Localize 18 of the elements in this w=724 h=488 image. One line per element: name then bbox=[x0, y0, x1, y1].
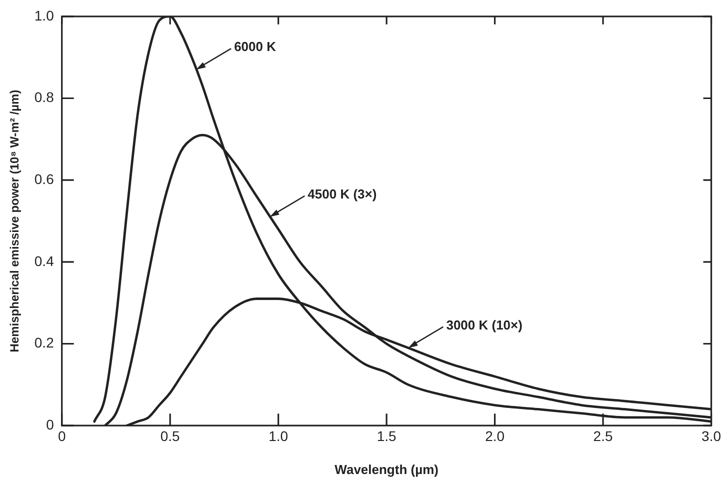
y-tick-label: 0.4 bbox=[34, 252, 54, 269]
x-tick-label: 2.0 bbox=[485, 428, 505, 444]
y-tick-label: 1.0 bbox=[34, 7, 54, 24]
x-axis-title: Wavelength (µm) bbox=[334, 462, 438, 477]
y-tick-label: 0.2 bbox=[34, 334, 54, 351]
y-tick-label: 0.8 bbox=[34, 89, 54, 106]
y-axis-title: Hemispherical emissive power (10⁸ W-m² /µm) bbox=[8, 90, 22, 352]
x-tick-label: 0.5 bbox=[160, 428, 180, 444]
x-tick-label: 1.0 bbox=[268, 428, 288, 444]
x-tick-label: 0 bbox=[58, 428, 66, 444]
annotation: 6000 K bbox=[234, 39, 277, 54]
y-tick-label: 0.6 bbox=[34, 170, 54, 187]
annotation: 4500 K (3×) bbox=[308, 186, 377, 202]
x-tick-label: 2.5 bbox=[593, 428, 613, 444]
x-tick-label: 3.0 bbox=[702, 428, 722, 444]
annotation: 3000 K (10×) bbox=[446, 317, 522, 332]
y-tick-label: 0 bbox=[46, 416, 54, 432]
x-tick-label: 1.5 bbox=[376, 428, 397, 444]
